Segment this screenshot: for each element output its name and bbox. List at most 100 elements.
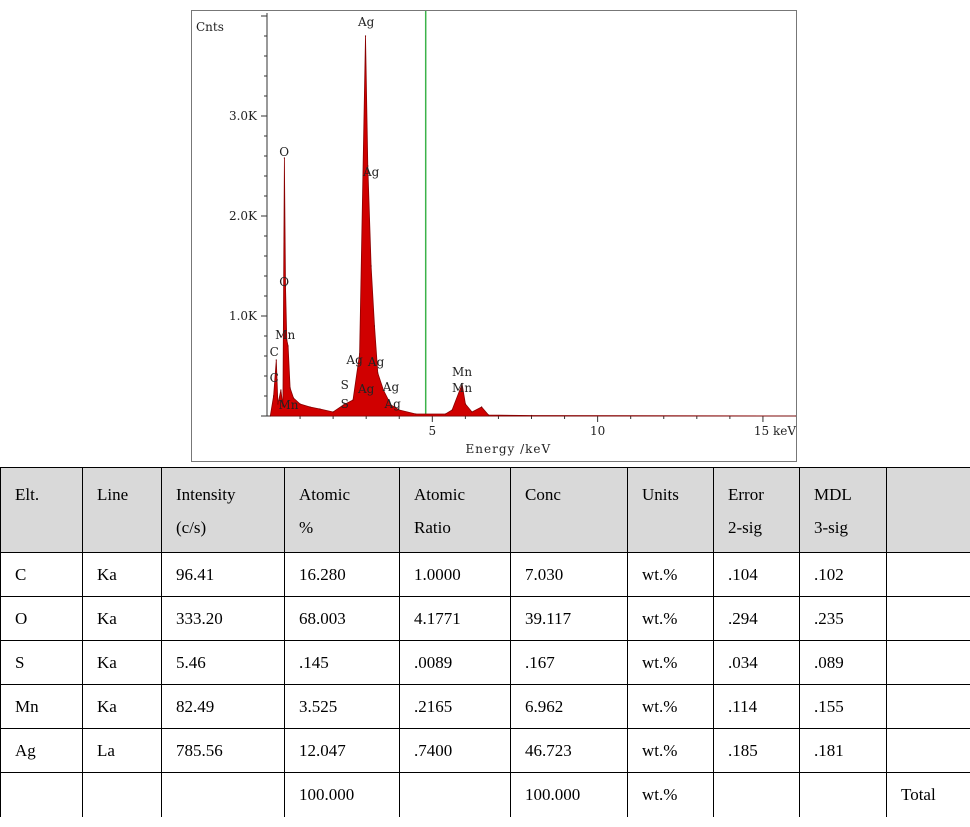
x-axis-title: Energy /keV [466,442,552,456]
spectrum-point [342,404,344,406]
spectrum-point [283,157,285,159]
table-cell: 5.46 [161,640,285,685]
column-header-line: (c/s) [176,518,207,537]
spectrum-point [377,372,379,374]
table-cell: 7.030 [510,552,628,597]
spectrum-point [269,415,271,417]
table-cell: Ka [82,596,162,641]
peak-label: Ag [367,355,385,369]
y-tick-label: 2.0K [229,209,258,223]
table-cell: wt.% [627,640,714,685]
column-header: Line [82,467,162,553]
table-row: O Ka 333.20 68.003 4.1771 39.117 wt.% .294.235 [0,596,970,641]
spectrum-point [275,359,277,361]
table-cell: 6.962 [510,684,628,729]
table-cell: 333.20 [161,596,285,641]
peak-label: Ag [357,382,375,396]
table-cell: .181 [799,728,887,773]
spectrum-point [390,404,392,406]
table-cell: .294 [713,596,800,641]
peak-label: Mn [452,381,472,395]
table-cell: Mn [0,684,83,729]
table-cell: 1.0000 [399,552,511,597]
table-cell: 96.41 [161,552,285,597]
column-header: Conc [510,467,628,553]
peak-label: Mn [275,328,295,342]
table-cell: 39.117 [510,596,628,641]
table-cell: wt.% [627,596,714,641]
table-cell [799,772,887,817]
peak-label: Ag [345,353,363,367]
table-cell: Total [886,772,970,817]
column-header-line: Ratio [414,518,451,537]
table-cell: 785.56 [161,728,285,773]
table-cell: .185 [713,728,800,773]
eds-results-table: Elt. Line Intensity (c/s) Atomic% Atomic Ratio… [0,467,970,817]
table-cell [82,772,162,817]
peak-label: O [279,145,289,159]
column-header-line: Line [97,485,129,504]
table-cell [161,772,285,817]
table-cell: .167 [510,640,628,685]
spectrum-point [444,413,447,415]
column-header-line: Conc [525,485,561,504]
table-cell [713,772,800,817]
table-cell: .155 [799,684,887,729]
table-cell [886,684,970,729]
table-cell: .089 [799,640,887,685]
column-header: Intensity (c/s) [161,467,285,553]
y-tick-label: 1.0K [229,309,258,323]
y-axis-title: Cnts [196,20,224,34]
table-row: 100.000 100.000 wt.% Total [0,772,970,817]
column-header-line: Elt. [15,485,40,504]
table-cell: .034 [713,640,800,685]
spectrum-point [451,409,453,411]
spectrum-point [373,325,376,327]
spectrum-point [273,395,275,397]
table-cell [399,772,511,817]
peak-label: Ag [357,15,375,29]
peak-label: C [270,371,279,385]
peak-label: Ag [382,380,400,394]
spectrum-point [370,265,372,267]
table-cell: 46.723 [510,728,628,773]
column-header-line: 3-sig [814,518,848,537]
table-cell [886,640,970,685]
table-cell: .102 [799,552,887,597]
table-cell: C [0,552,83,597]
table-cell: 82.49 [161,684,285,729]
peak-label: O [279,275,289,289]
spectrum-point [367,165,369,167]
spectrum-point [319,408,321,410]
x-tick-label: 5 [428,424,436,438]
table-cell: .114 [713,684,800,729]
column-header-line: Intensity [176,485,236,504]
peak-label: Ag [362,165,380,179]
spectrum-point [287,345,289,347]
spectrum-point [289,387,291,389]
column-header-line: 2-sig [728,518,762,537]
peak-label: C [270,345,279,359]
peak-label: Ag [383,397,401,411]
table-cell: 68.003 [284,596,400,641]
table-cell: 3.525 [284,684,400,729]
spectrum-point [487,414,490,416]
table-cell: .235 [799,596,887,641]
spectrum-point [332,411,334,413]
column-header: Elt. [0,467,83,553]
table-cell: .145 [284,640,400,685]
eds-spectrum-chart: 1.0K 2.0K 3.0K 5 10 15 keV Cnts Energy /keV Ag O A… [191,10,797,462]
column-header: Error 2-sig [713,467,800,553]
spectrum-point [352,399,354,401]
spectrum-point [415,413,417,415]
table-cell: 12.047 [284,728,400,773]
table-cell: 100.000 [284,772,400,817]
spectrum-point [364,35,367,37]
table-row: C Ka 96.41 16.280 1.0000 7.030 wt.% .104.102 [0,552,970,597]
table-cell: wt.% [627,552,714,597]
table-cell: wt.% [627,772,714,817]
spectrum-point [398,409,400,411]
table-cell: wt.% [627,684,714,729]
table-cell: Ka [82,684,162,729]
y-tick-label: 3.0K [229,109,258,123]
